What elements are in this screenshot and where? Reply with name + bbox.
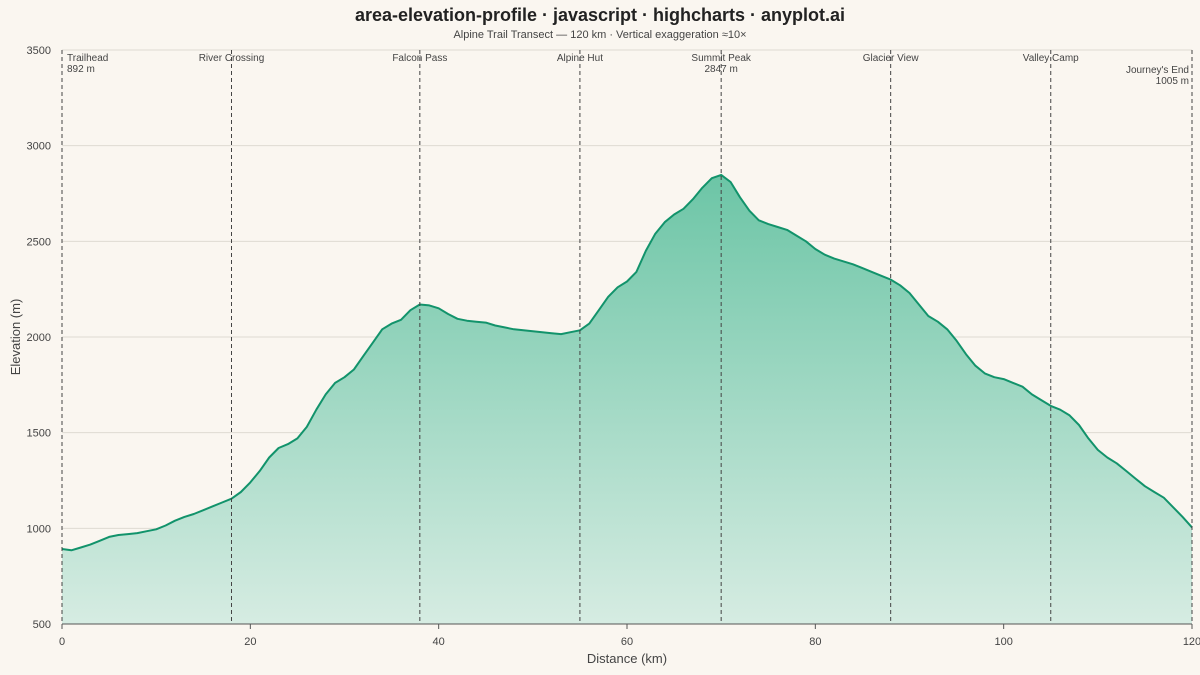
y-tick-label: 2000 [27, 332, 51, 344]
x-tick-label: 60 [621, 636, 633, 648]
x-tick-label: 0 [59, 636, 65, 648]
waypoint-label: Trailhead [67, 53, 108, 64]
x-axis-title: Distance (km) [587, 651, 667, 666]
waypoint-elevation: 1005 m [1156, 76, 1189, 87]
y-tick-label: 2500 [27, 236, 51, 248]
x-tick-label: 120 [1183, 636, 1200, 648]
y-tick-label: 1000 [27, 523, 51, 535]
chart-subtitle: Alpine Trail Transect — 120 km · Vertica… [453, 29, 746, 41]
waypoint-label: Alpine Hut [557, 53, 603, 64]
waypoint-elevation: 892 m [67, 64, 95, 75]
waypoint-label: Falcon Pass [392, 53, 447, 64]
y-tick-label: 1500 [27, 428, 51, 440]
waypoint-elevation: 2847 m [704, 64, 737, 75]
waypoint-label: Valley Camp [1023, 53, 1079, 64]
waypoint-label: Journey's End [1126, 65, 1189, 76]
axes: 500 1000 1500 2000 2500 3000 3500 0 20 40 60 80 100 1… [27, 45, 1200, 648]
x-tick-label: 80 [809, 636, 821, 648]
elevation-series [61, 173, 1193, 624]
x-tick-label: 100 [994, 636, 1012, 648]
y-tick-label: 500 [33, 619, 51, 631]
x-tick-label: 20 [244, 636, 256, 648]
x-tick-label: 40 [433, 636, 445, 648]
elevation-area [62, 174, 1192, 624]
y-tick-label: 3000 [27, 141, 51, 153]
elevation-line [61, 173, 1193, 552]
y-tick-label: 3500 [27, 45, 51, 57]
y-axis-title: Elevation (m) [8, 299, 23, 376]
waypoint-label: River Crossing [199, 53, 265, 64]
chart-title: area-elevation-profile · javascript · hi… [355, 5, 845, 25]
waypoint-label: Glacier View [863, 53, 920, 64]
waypoint-label: Summit Peak [691, 53, 751, 64]
